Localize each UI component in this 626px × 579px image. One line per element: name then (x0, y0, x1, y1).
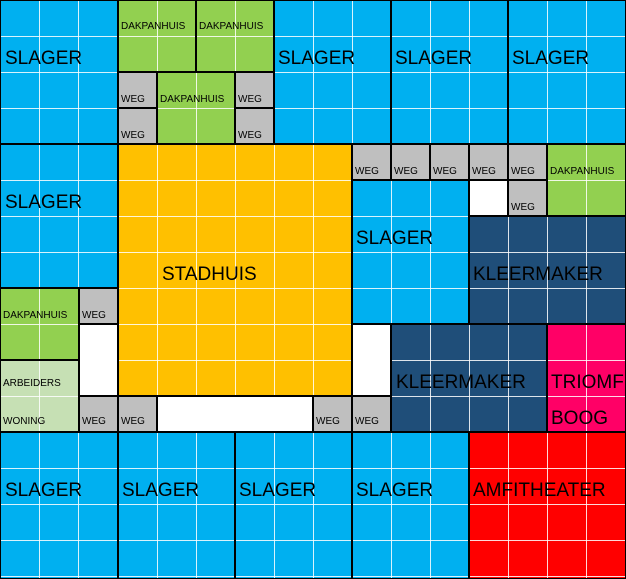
amfitheater-label: AMFITHEATER (473, 480, 606, 501)
dakpanhuis-tile-2[interactable] (196, 0, 274, 72)
empty-tile[interactable] (157, 396, 313, 432)
amfitheater-tile[interactable] (469, 432, 626, 579)
weg-tile[interactable] (430, 144, 469, 180)
slager-label: SLAGER (356, 480, 434, 501)
stadhuis-label: STADHUIS (162, 264, 257, 285)
dakpanhuis-label: DAKPANHUIS (121, 21, 186, 32)
slager-label: SLAGER (5, 48, 83, 69)
weg-label: WEG (238, 130, 262, 141)
weg-label: WEG (511, 166, 535, 177)
weg-label: WEG (316, 416, 340, 427)
slager-tile-top-2[interactable] (274, 0, 391, 144)
slager-label: SLAGER (356, 228, 434, 249)
weg-tile[interactable] (508, 180, 547, 216)
triomf-label: TRIOMF (551, 372, 624, 393)
dakpanhuis-tile-5[interactable] (0, 288, 79, 360)
weg-label: WEG (121, 416, 145, 427)
slager-tile-top-4[interactable] (508, 0, 626, 144)
slager-tile-top-3[interactable] (391, 0, 508, 144)
weg-tile[interactable] (118, 72, 157, 108)
dakpanhuis-tile-3[interactable] (157, 72, 235, 144)
dakpanhuis-tile-4[interactable] (547, 144, 626, 216)
weg-tile[interactable] (313, 396, 352, 432)
weg-label: WEG (355, 166, 379, 177)
weg-tile[interactable] (352, 396, 391, 432)
weg-tile[interactable] (352, 144, 391, 180)
kleermaker-label: KLEERMAKER (396, 372, 526, 393)
empty-tile[interactable] (79, 324, 118, 396)
slager-label: SLAGER (278, 48, 356, 69)
weg-tile[interactable] (235, 72, 274, 108)
dakpanhuis-label: DAKPANHUIS (160, 94, 225, 105)
kleermaker-tile-2[interactable] (391, 324, 547, 432)
dakpanhuis-label: DAKPANHUIS (199, 21, 264, 32)
woning-label: WONING (3, 416, 46, 427)
weg-tile[interactable] (118, 108, 157, 144)
slager-tile-bottom-4[interactable] (352, 432, 469, 579)
arbeiders-label: ARBEIDERS (3, 378, 61, 389)
empty-tile[interactable] (352, 324, 391, 396)
weg-tile[interactable] (235, 108, 274, 144)
weg-label: WEG (394, 166, 418, 177)
slager-label: SLAGER (5, 480, 83, 501)
weg-label: WEG (82, 416, 106, 427)
weg-label: WEG (511, 202, 535, 213)
slager-label: SLAGER (5, 192, 83, 213)
arbeiderswoning-tile[interactable] (0, 360, 79, 432)
kleermaker-tile-1[interactable] (469, 216, 626, 324)
weg-label: WEG (121, 130, 145, 141)
slager-tile-bottom-3[interactable] (235, 432, 352, 579)
weg-tile[interactable] (79, 396, 118, 432)
slager-label: SLAGER (122, 480, 200, 501)
slager-tile-mid[interactable] (352, 180, 469, 324)
weg-tile[interactable] (118, 396, 157, 432)
empty-tile[interactable] (469, 180, 508, 216)
slager-tile-bottom-2[interactable] (118, 432, 235, 579)
slager-tile-left[interactable] (0, 144, 118, 288)
slager-label: SLAGER (512, 48, 590, 69)
weg-label: WEG (121, 94, 145, 105)
dakpanhuis-label: DAKPANHUIS (3, 310, 68, 321)
weg-tile[interactable] (79, 288, 118, 324)
weg-label: WEG (238, 94, 262, 105)
stadhuis-tile[interactable] (118, 144, 352, 396)
weg-tile[interactable] (391, 144, 430, 180)
weg-label: WEG (355, 416, 379, 427)
weg-tile[interactable] (508, 144, 547, 180)
slager-label: SLAGER (239, 480, 317, 501)
weg-label: WEG (433, 166, 457, 177)
dakpanhuis-tile-1[interactable] (118, 0, 196, 72)
weg-label: WEG (472, 166, 496, 177)
kleermaker-label: KLEERMAKER (473, 264, 603, 285)
slager-tile-top-1[interactable] (0, 0, 118, 144)
slager-label: SLAGER (395, 48, 473, 69)
weg-tile[interactable] (469, 144, 508, 180)
slager-tile-bottom-1[interactable] (0, 432, 118, 579)
boog-label: BOOG (551, 408, 609, 429)
weg-label: WEG (82, 310, 106, 321)
dakpanhuis-label: DAKPANHUIS (550, 166, 615, 177)
triomfboog-tile[interactable] (547, 324, 626, 432)
